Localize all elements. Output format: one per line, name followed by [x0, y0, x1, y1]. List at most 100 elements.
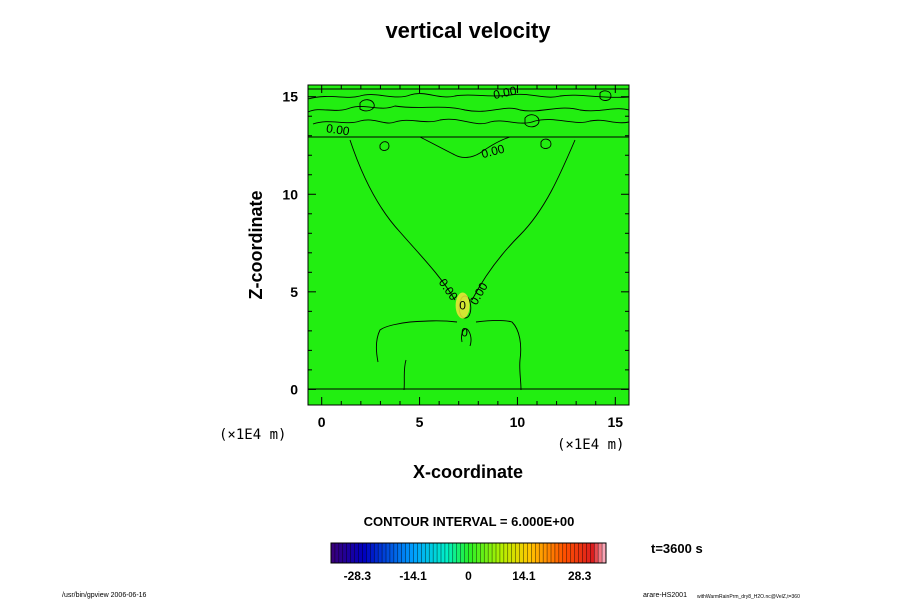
contour-label: 0 — [459, 298, 466, 312]
colorbar-cell — [370, 543, 375, 563]
colorbar-cell — [413, 543, 418, 563]
colorbar-cell — [421, 543, 426, 563]
x-tick-labels: 0 5 10 15 — [318, 414, 623, 430]
contour-label: 0.00 — [325, 121, 350, 138]
colorbar-cell — [382, 543, 387, 563]
colorbar-cell — [590, 543, 595, 563]
colorbar-tick-label: 0 — [465, 569, 472, 583]
chart-title: vertical velocity — [385, 18, 551, 43]
time-label: t=3600 s — [651, 541, 703, 556]
contour-label: 0.00 — [492, 83, 518, 102]
colorbar-cell — [492, 543, 497, 563]
colorbar-cell — [582, 543, 587, 563]
colorbar-cell — [602, 543, 607, 563]
colorbar-cell — [570, 543, 575, 563]
plot-frame — [307, 84, 630, 406]
x-tick-label: 5 — [416, 414, 424, 430]
contour-blob — [524, 114, 540, 128]
footer-right-main: arare-HS2001 — [643, 592, 687, 599]
velocity-peak — [455, 292, 470, 319]
contour-dip — [419, 136, 511, 158]
colorbar-tick-label: 28.3 — [568, 569, 592, 583]
colorbar-cell — [551, 543, 556, 563]
x-tick-label: 15 — [608, 414, 624, 430]
colorbar-cell — [346, 543, 351, 563]
contour-lower-left — [375, 320, 458, 363]
colorbar-cell — [342, 543, 348, 563]
colorbar-cell — [425, 543, 430, 563]
colorbar-cell — [350, 543, 355, 563]
colorbar-cell — [386, 543, 391, 563]
colorbar-cell — [338, 543, 344, 563]
colorbar-cell — [452, 543, 458, 563]
velocity-field — [308, 85, 629, 405]
colorbar-cell — [437, 543, 442, 563]
colorbar-cell — [468, 543, 473, 563]
colorbar-cell — [358, 543, 363, 563]
contour-blob — [379, 141, 390, 151]
colorbar-cell — [433, 543, 438, 563]
colorbar-tick-label: 14.1 — [512, 569, 536, 583]
footer-left: /usr/bin/gpview 2006-06-16 — [62, 592, 147, 599]
colorbar-cell — [448, 543, 454, 563]
colorbar-cell — [405, 543, 410, 563]
colorbar-cell — [539, 543, 544, 563]
y-tick-label: 0 — [290, 381, 298, 397]
colorbar-cell — [441, 543, 446, 563]
x-tick-label: 0 — [318, 414, 326, 430]
colorbar-cell — [464, 543, 469, 563]
colorbar-cell — [594, 543, 599, 563]
colorbar-cell — [566, 543, 571, 563]
y-tick-label: 5 — [290, 284, 298, 300]
colorbar-cell — [472, 543, 477, 563]
colorbar-cell — [531, 543, 536, 563]
colorbar-cell — [444, 543, 450, 563]
colorbar-cell — [503, 543, 509, 563]
colorbar-cell — [586, 543, 591, 563]
contour-interval: CONTOUR INTERVAL = 6.000E+00 — [364, 514, 575, 529]
x-tick-label: 10 — [510, 414, 526, 430]
colorbar-frame — [330, 542, 607, 564]
colorbar-cell — [417, 543, 422, 563]
colorbar-cell — [334, 543, 340, 563]
contour-top-band — [307, 88, 630, 125]
contour-lower-vert-left — [403, 359, 407, 391]
colorbar-cell — [366, 543, 371, 563]
colorbar-cell — [535, 543, 540, 563]
colorbar-cell — [554, 543, 560, 563]
x-axis-title: X-coordinate — [413, 462, 523, 482]
colorbar-cell — [354, 543, 359, 563]
contour-funnel-right — [471, 139, 576, 301]
colorbar-cell — [507, 543, 513, 563]
colorbar-cell — [397, 543, 403, 563]
colorbar-cell — [578, 543, 583, 563]
colorbar-cell — [574, 543, 579, 563]
x-unit-right: (×1E4 m) — [557, 437, 624, 453]
colorbar-labels: -28.3 -14.1 0 14.1 28.3 — [344, 569, 592, 583]
contour-lower-hook — [461, 328, 472, 347]
contour-blob — [359, 99, 375, 112]
colorbar-cell — [389, 543, 395, 563]
colorbar-cell — [499, 543, 505, 563]
colorbar-cell — [378, 543, 383, 563]
y-tick-label: 10 — [282, 186, 298, 202]
colorbar-cell — [401, 543, 406, 563]
contour-lower-right — [475, 320, 522, 391]
contour-label: 0 — [461, 326, 468, 340]
colorbar — [330, 543, 607, 563]
contour-blob — [599, 90, 612, 101]
colorbar-cell — [527, 543, 532, 563]
colorbar-cell — [547, 543, 552, 563]
contour-funnel-left — [349, 139, 456, 301]
colorbar-cell — [511, 543, 516, 563]
y-tick-labels: 0 5 10 15 — [282, 89, 298, 398]
colorbar-tick-label: -28.3 — [344, 569, 372, 583]
colorbar-cell — [393, 543, 399, 563]
colorbar-cell — [562, 543, 568, 563]
colorbar-tick-label: -14.1 — [399, 569, 427, 583]
colorbar-cell — [488, 543, 493, 563]
colorbar-cell — [374, 543, 379, 563]
contour-label: 0.00 — [480, 142, 506, 162]
colorbar-cell — [480, 543, 485, 563]
